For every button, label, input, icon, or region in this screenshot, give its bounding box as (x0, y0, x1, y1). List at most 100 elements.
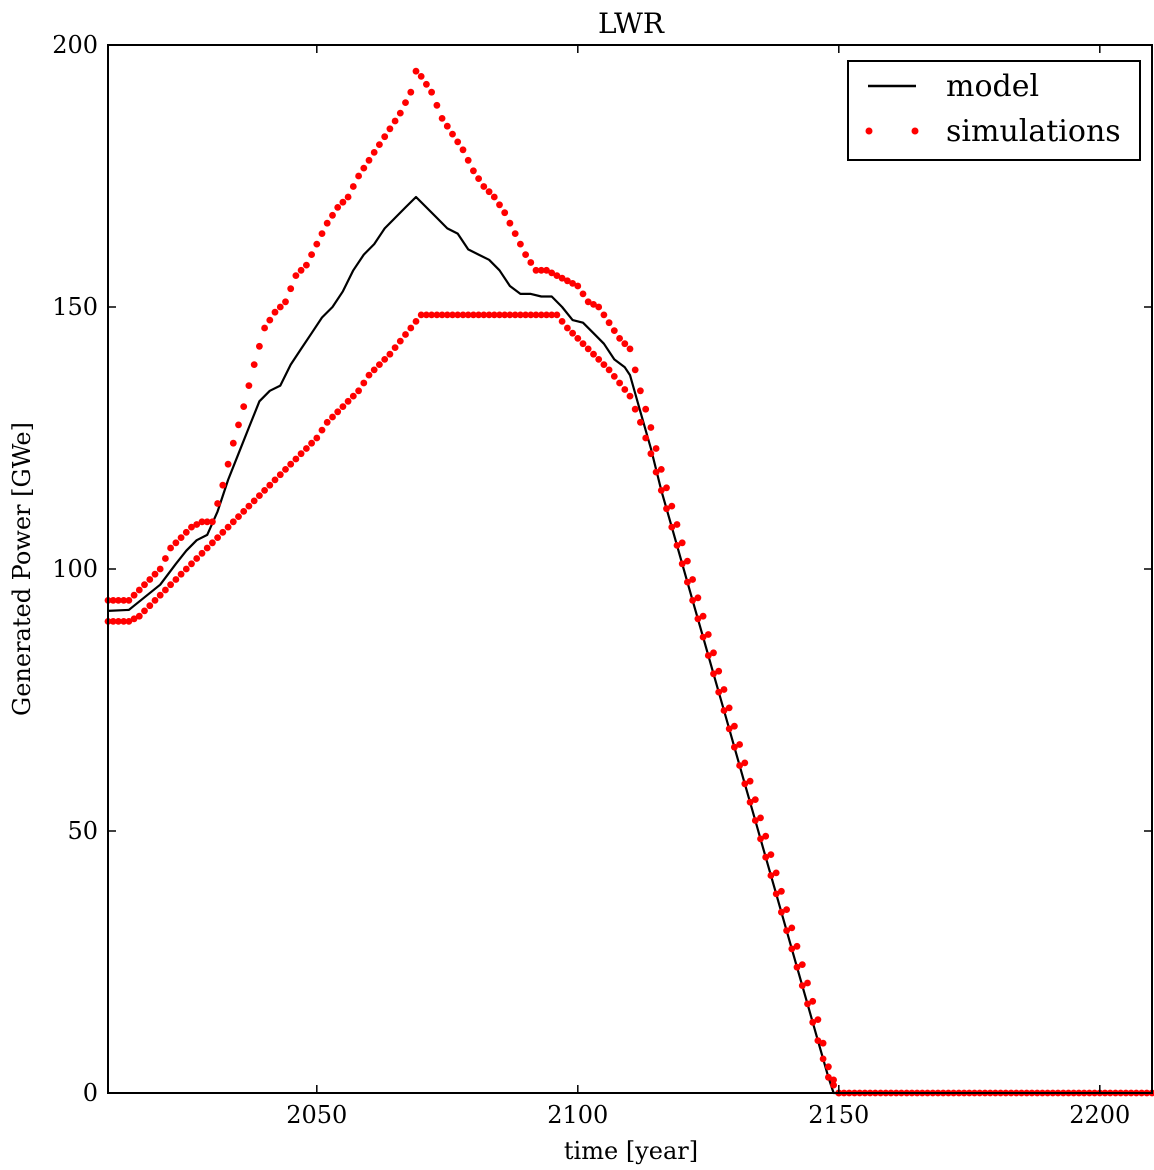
simulation-point (506, 311, 514, 319)
simulation-point (282, 298, 289, 306)
simulation-point (496, 201, 503, 209)
simulation-point (313, 240, 321, 248)
simulation-point (616, 335, 623, 342)
simulation-point (396, 109, 404, 117)
simulation-point (501, 311, 509, 319)
simulation-point (198, 549, 206, 557)
simulation-point (329, 211, 336, 219)
simulation-point (579, 290, 587, 298)
simulation-point (741, 780, 749, 788)
simulation-point (564, 277, 571, 285)
simulation-point (537, 311, 545, 319)
simulation-point (720, 707, 728, 714)
simulation-point (767, 851, 775, 858)
simulation-point (704, 631, 712, 638)
simulation-point (548, 311, 556, 319)
simulation-point (710, 649, 717, 657)
simulation-point (710, 670, 717, 678)
y-tick-label: 200 (52, 31, 98, 59)
simulation-point (214, 500, 222, 507)
simulation-point (798, 982, 806, 989)
simulation-point (522, 311, 529, 319)
simulation-point (689, 576, 696, 583)
simulation-point (772, 890, 780, 898)
x-tick-label: 2050 (286, 1101, 347, 1129)
simulation-point (402, 99, 409, 106)
simulation-point (642, 434, 650, 442)
simulation-point (334, 204, 342, 211)
simulation-point (825, 1063, 832, 1071)
simulation-point (146, 602, 154, 610)
simulation-point (349, 392, 357, 400)
legend-simulations-marker (911, 127, 919, 135)
simulation-point (438, 115, 446, 122)
simulation-point (558, 274, 566, 282)
simulation-point (537, 266, 545, 274)
y-tick-label: 150 (52, 293, 98, 321)
simulation-point (762, 832, 770, 840)
simulation-point (485, 311, 493, 319)
simulation-point (386, 350, 394, 358)
simulation-point (443, 311, 451, 319)
simulation-point (125, 618, 133, 625)
simulation-point (522, 251, 529, 258)
simulation-point (746, 798, 754, 806)
simulation-point (480, 311, 488, 319)
simulation-point (600, 361, 608, 368)
simulation-point (162, 555, 169, 562)
simulation-point (276, 471, 284, 479)
simulation-point (553, 272, 561, 279)
simulation-point (720, 686, 728, 693)
simulation-point (798, 961, 806, 968)
simulation-point (120, 618, 128, 625)
simulation-point (141, 607, 148, 615)
simulation-point (229, 439, 237, 447)
simulation-point (621, 340, 629, 348)
legend-simulations-label: simulations (946, 114, 1121, 149)
simulation-point (167, 544, 175, 552)
simulation-point (130, 615, 138, 623)
simulation-point (355, 387, 362, 395)
legend-model-label: model (946, 69, 1039, 104)
simulation-point (574, 282, 582, 290)
plot-area (104, 67, 1154, 1097)
simulation-point (135, 612, 143, 620)
simulation-point (678, 539, 686, 547)
simulation-point (261, 487, 268, 494)
simulation-point (292, 272, 300, 279)
simulation-point (778, 887, 785, 895)
legend-simulations-marker (865, 127, 873, 135)
simulation-point (715, 688, 723, 696)
simulation-point (167, 581, 175, 589)
simulation-point (616, 379, 623, 387)
simulation-point (156, 591, 164, 599)
simulation-point (407, 88, 415, 96)
simulation-point (365, 156, 373, 164)
simulation-point (631, 366, 639, 374)
simulation-point (610, 373, 618, 380)
simulation-point (564, 324, 571, 332)
simulation-point (736, 741, 743, 748)
x-tick-label: 2150 (808, 1101, 869, 1129)
simulation-point (250, 497, 258, 505)
simulation-point (344, 397, 352, 405)
simulation-point (266, 316, 274, 324)
simulation-point (162, 586, 169, 594)
simulation-point (428, 311, 435, 319)
simulation-point (788, 924, 796, 932)
simulation-point (235, 513, 242, 520)
simulation-point (715, 667, 723, 675)
legend-box (847, 60, 1141, 161)
simulation-point (663, 484, 670, 492)
simulation-point (501, 209, 509, 217)
simulation-point (684, 578, 691, 586)
simulation-point (814, 1037, 822, 1044)
simulation-point (517, 240, 524, 248)
y-tick-label: 50 (67, 817, 98, 845)
y-tick-label: 100 (52, 555, 98, 583)
simulation-point (376, 141, 383, 149)
simulation-point (459, 146, 467, 154)
simulation-point (454, 138, 462, 146)
simulation-point (209, 539, 216, 547)
